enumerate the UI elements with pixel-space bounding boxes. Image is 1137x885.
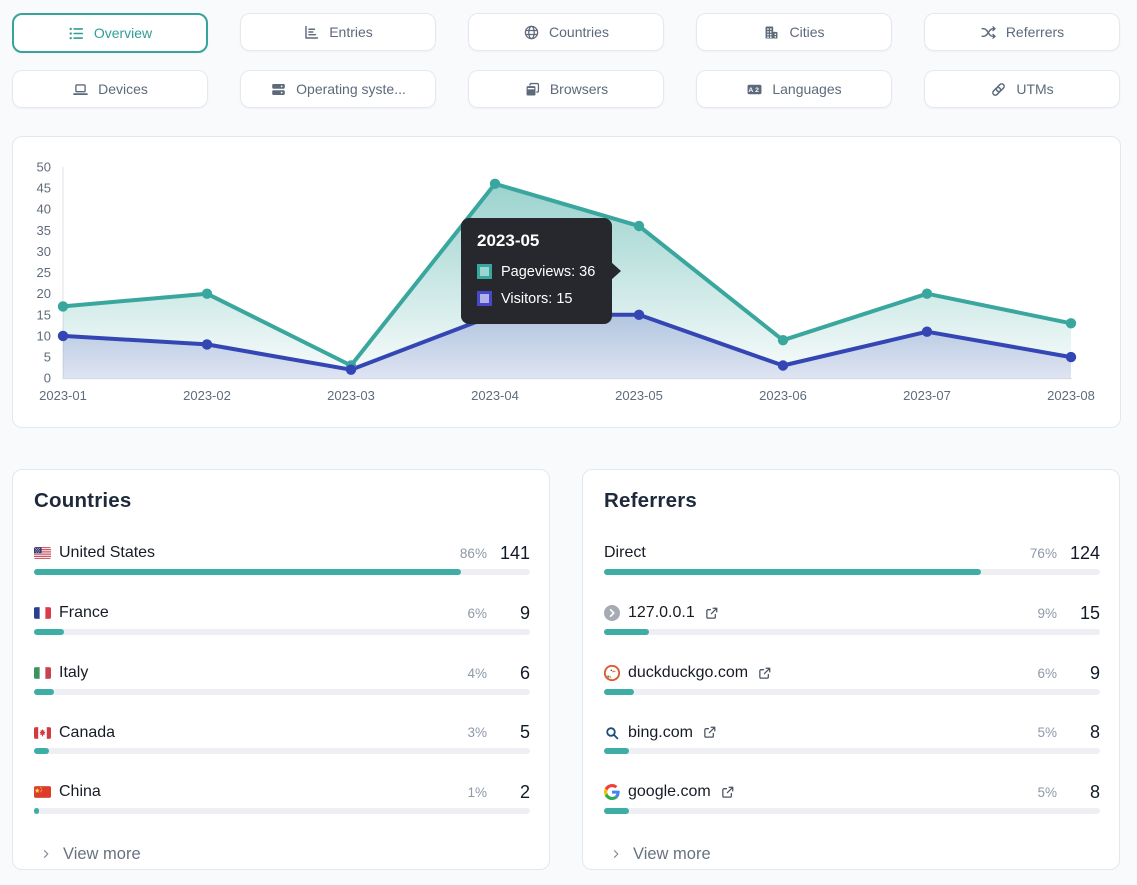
svg-text:2023-07: 2023-07: [903, 388, 951, 403]
svg-text:35: 35: [37, 223, 51, 238]
svg-text:2: 2: [756, 87, 760, 94]
svg-text:30: 30: [37, 244, 51, 259]
svg-text:40: 40: [37, 202, 51, 217]
svg-text:2023-05: 2023-05: [615, 388, 663, 403]
svg-text:2023-06: 2023-06: [759, 388, 807, 403]
svg-text:2023-02: 2023-02: [183, 388, 231, 403]
svg-text:2023-03: 2023-03: [327, 388, 375, 403]
svg-text:5: 5: [44, 350, 51, 365]
svg-text:2023-08: 2023-08: [1047, 388, 1095, 403]
svg-text:15: 15: [37, 307, 51, 322]
svg-text:0: 0: [44, 371, 51, 386]
svg-text:2023-04: 2023-04: [471, 388, 519, 403]
svg-text:2023-01: 2023-01: [39, 388, 87, 403]
svg-text:20: 20: [37, 286, 51, 301]
svg-text:A: A: [749, 87, 754, 94]
svg-text:10: 10: [37, 328, 51, 343]
svg-text:25: 25: [37, 265, 51, 280]
svg-text:45: 45: [37, 181, 51, 196]
svg-text:50: 50: [37, 159, 51, 174]
